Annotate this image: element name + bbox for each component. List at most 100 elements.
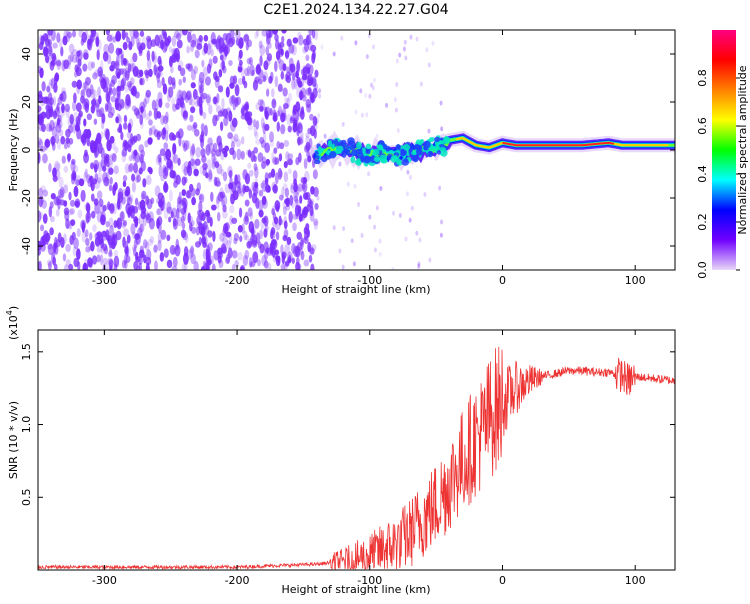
spectrogram-signal-blob [396, 160, 403, 166]
spectrogram-noise-speck [38, 65, 42, 74]
spectrogram-noise-speck [140, 105, 144, 114]
spectrogram-noise-speck [92, 141, 98, 153]
spectrogram-noise-speck [378, 251, 382, 257]
spectrogram-noise-speck [246, 240, 252, 249]
spectrogram-noise-speck [354, 109, 358, 115]
spectrogram-noise-speck [166, 158, 173, 169]
spectrogram-noise-speck [272, 115, 278, 122]
spectrogram-noise-speck [257, 98, 264, 106]
spectrogram-noise-speck [391, 267, 395, 270]
spectrogram-noise-speck [300, 239, 304, 250]
spectrogram-noise-speck [166, 201, 172, 214]
spectrogram-noise-speck [222, 65, 227, 74]
spectrogram-noise-speck [128, 41, 133, 51]
spectrogram-noise-speck [278, 194, 284, 201]
spectrogram-noise-speck [219, 191, 226, 199]
spectrogram-noise-speck [200, 123, 205, 131]
spectrogram-noise-speck [282, 205, 287, 216]
spectrogram-noise-speck [159, 148, 166, 157]
spectrogram-noise-speck [221, 209, 228, 219]
spectrogram-noise-speck [359, 88, 363, 94]
colorbar: 0.0 0.2 0.4 0.6 0.8 Normalized spectral ampl… [696, 30, 749, 279]
spectrogram-noise-speck [393, 97, 397, 103]
spectrogram-noise-speck [90, 30, 95, 36]
spectrogram-noise-speck [88, 244, 93, 251]
spectrogram-noise-speck [223, 150, 228, 158]
spectrogram-noise-speck [271, 98, 277, 109]
spectrogram-noise-speck [109, 64, 115, 72]
spectrogram-noise-speck [38, 105, 42, 112]
spectrogram-noise-speck [194, 49, 200, 59]
spectrogram-noise-speck [267, 185, 271, 193]
spectrogram-noise-speck [293, 195, 299, 202]
spectrogram-noise-speck [91, 61, 96, 69]
spectrogram-noise-speck [261, 180, 268, 192]
spectrogram-noise-speck [172, 217, 177, 227]
spectrogram-noise-speck [431, 40, 435, 46]
spectrogram-noise-speck [138, 69, 144, 78]
spectrogram-y-ticks: -40 -20 0 20 40 [20, 47, 675, 255]
spectrogram-noise-speck [248, 187, 252, 195]
spectrogram-noise-speck [121, 30, 126, 41]
spectrogram-noise-speck [55, 208, 60, 217]
spectrogram-noise-speck [94, 172, 99, 182]
spectrogram-noise-speck [295, 212, 301, 220]
spectrogram-noise-speck [305, 87, 312, 96]
spectrogram-noise-speck [100, 158, 105, 168]
spectrogram-noise-speck [231, 250, 238, 259]
spectrogram-noise-speck [303, 259, 310, 267]
spectrogram-noise-speck [47, 101, 53, 111]
spectrogram-noise-speck [279, 41, 285, 48]
spectrogram-noise-speck [97, 236, 101, 246]
spectrogram-noise-speck [408, 217, 412, 223]
spectrogram-noise-speck [182, 110, 188, 120]
spectrogram-noise-speck [293, 182, 298, 193]
spectrogram-noise-speck [61, 155, 66, 164]
spectrogram-noise-speck [52, 42, 58, 49]
spectrogram-noise-speck [242, 169, 248, 180]
spectrogram-noise-speck [147, 238, 154, 247]
spectrogram-signal-blob [410, 157, 419, 162]
spectrogram-noise-speck [84, 102, 90, 113]
spectrogram-noise-speck [62, 35, 68, 46]
spectrogram-noise-speck [428, 257, 432, 263]
spectrogram-noise-speck [162, 83, 168, 95]
spectrogram-noise-speck [125, 93, 131, 106]
spectrogram-noise-speck [127, 63, 132, 73]
spectrogram-noise-speck [120, 131, 124, 141]
spectrogram-noise-speck [357, 201, 361, 207]
spectrogram-noise-speck [294, 198, 299, 205]
spectrogram-noise-speck [156, 208, 163, 216]
spectrogram-noise-speck [166, 35, 172, 44]
spectrogram-noise-speck [217, 85, 224, 93]
spectrogram-noise-speck [88, 260, 93, 269]
spectrogram-noise-speck [265, 33, 272, 45]
spectrogram-noise-speck [68, 209, 74, 216]
spectrogram-noise-speck [63, 165, 69, 173]
spectrogram-noise-speck [171, 77, 176, 86]
spectrogram-noise-speck [182, 142, 188, 152]
spectrogram-noise-speck [68, 137, 74, 145]
spectrogram-x-tick-label: -200 [225, 274, 250, 287]
spectrogram-signal-blob [356, 141, 362, 150]
spectrogram-noise-speck [248, 57, 253, 66]
spectrogram-noise-speck [398, 212, 402, 218]
snr-y-tick-label: 1.5 [20, 343, 33, 361]
spectrogram-noise-speck [99, 214, 105, 226]
spectrogram-noise-speck [292, 222, 297, 232]
snr-x-tick-label: -200 [225, 574, 250, 587]
spectrogram-noise-speck [229, 205, 235, 214]
spectrogram-noise-speck [103, 43, 110, 56]
spectrogram-noise-speck [239, 266, 245, 270]
spectrogram-noise-speck [126, 96, 131, 108]
spectrogram-noise-speck [364, 93, 368, 99]
spectrogram-noise-speck [182, 76, 186, 83]
spectrogram-noise-speck [80, 189, 86, 202]
spectrogram-noise-speck [78, 110, 83, 118]
spectrogram-noise-speck [296, 121, 301, 129]
spectrogram-noise-speck [57, 138, 62, 150]
spectrogram-noise-speck [144, 69, 150, 76]
spectrogram-noise-speck [263, 259, 269, 269]
spectrogram-noise-speck [278, 218, 284, 225]
spectrogram-noise-speck [274, 60, 278, 72]
